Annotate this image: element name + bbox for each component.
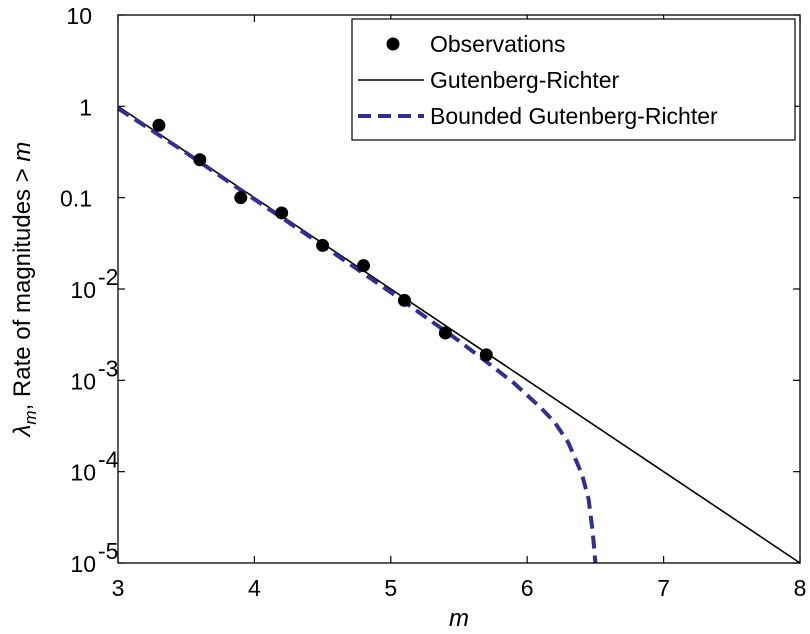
legend-label: Gutenberg-Richter	[430, 67, 620, 93]
x-tick-label: 7	[657, 575, 670, 601]
x-tick-label: 8	[794, 575, 807, 601]
y-tick-label: 10	[70, 551, 96, 577]
series-line-1	[117, 105, 801, 564]
y-tick-label: 10	[70, 368, 96, 394]
x-axis-label: m	[449, 605, 469, 632]
data-point	[275, 206, 289, 220]
x-tick-label: 6	[521, 575, 534, 601]
legend-label: Bounded Gutenberg-Richter	[430, 103, 718, 129]
data-point	[438, 326, 452, 340]
data-point	[479, 348, 493, 362]
legend-label: Observations	[430, 31, 566, 57]
y-tick-exponent: -5	[98, 538, 118, 564]
legend: Observations Gutenberg-Richter Bounded Gut…	[351, 18, 796, 141]
y-tick-label: 10	[70, 277, 96, 303]
y-tick-exponent: -4	[98, 447, 119, 473]
data-point	[316, 238, 330, 252]
legend-marker	[386, 37, 400, 51]
y-tick-label: 10	[70, 460, 96, 486]
x-tick-label: 5	[384, 575, 397, 601]
y-axis-label: λm, Rate of magnitudes > m	[9, 142, 40, 439]
data-point	[357, 259, 371, 273]
y-tick-label: 0.1	[60, 186, 92, 212]
y-tick-exponent: -2	[98, 264, 118, 290]
data-layer	[116, 105, 801, 564]
legend-box	[351, 18, 796, 141]
data-point	[397, 293, 411, 307]
x-tick-label: 4	[248, 575, 261, 601]
y-tick-label: 1	[79, 94, 92, 120]
x-tick-label: 3	[112, 575, 125, 601]
data-point	[234, 191, 248, 205]
y-tick-exponent: -3	[98, 355, 118, 381]
data-point	[193, 153, 207, 167]
data-point	[152, 118, 166, 132]
y-tick-label: 10	[66, 3, 92, 29]
